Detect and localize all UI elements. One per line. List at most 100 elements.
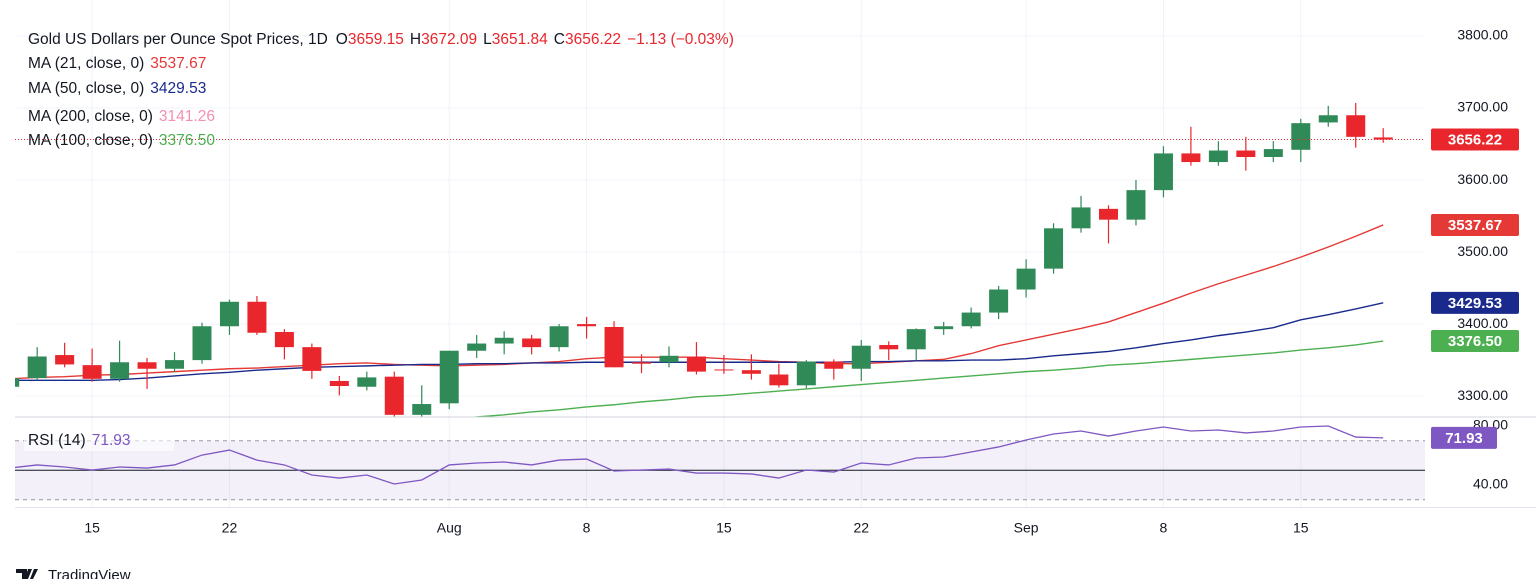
candle-body — [302, 347, 322, 371]
candle-body — [110, 362, 130, 379]
candle-body — [577, 324, 597, 327]
candle-body — [1153, 153, 1173, 191]
candle-body — [796, 361, 816, 386]
legend-item: MA (100, close, 0) 3376.50 — [28, 132, 215, 149]
rsi-line — [15, 425, 1384, 485]
legend-value: 3141.26 — [159, 108, 215, 125]
rsi-value: 71.93 — [92, 432, 131, 449]
y-tick-label: 3700.00 — [1457, 99, 1508, 115]
title: Gold US Dollars per Ounce Spot Prices, 1… — [28, 31, 328, 48]
candle-body — [1044, 228, 1064, 269]
rsi-value-box — [1431, 426, 1497, 449]
candle-body — [1126, 190, 1146, 220]
ma-price-label-box — [1431, 330, 1519, 353]
x-tick-label: 15 — [1293, 520, 1309, 536]
ohlc-letter: L — [483, 31, 492, 48]
y-tick-label: 3400.00 — [1457, 315, 1508, 331]
candle-body — [824, 361, 844, 369]
legend-value: 3537.67 — [150, 55, 206, 72]
legend-name: MA (50, close, 0) — [28, 80, 144, 97]
rsi-legend-bg — [24, 431, 174, 451]
legend-item: MA (50, close, 0) 3429.53 — [28, 80, 206, 97]
candle-body — [1099, 208, 1118, 220]
candle-body — [82, 365, 102, 379]
legend-value: 3429.53 — [150, 80, 206, 97]
candle-body — [934, 326, 954, 330]
change: −1.13 (−0.03%) — [627, 31, 734, 48]
y-tick-label: 3500.00 — [1457, 243, 1508, 259]
legend-item: MA (200, close, 0) 3141.26 — [28, 108, 215, 125]
axes: 3300.00 3400.00 3500.00 3600.00 3700.00 3800.… — [84, 27, 1519, 536]
candle-body — [247, 301, 267, 333]
candle-body — [1291, 123, 1311, 150]
candle-body — [439, 350, 459, 404]
candle-body — [741, 370, 761, 374]
ohlc-value: 3659.15 — [348, 31, 404, 48]
candle-body — [989, 289, 1009, 313]
candle-body — [1181, 153, 1201, 163]
candle-body — [1236, 150, 1256, 158]
candle-body — [219, 301, 239, 327]
x-tick-label: Aug — [437, 520, 462, 536]
rsi-pane — [15, 425, 1425, 501]
grid — [15, 0, 1425, 507]
ohlc-value: 3651.84 — [492, 31, 548, 48]
legend-name: MA (100, close, 0) — [28, 132, 153, 149]
candle-body — [1318, 115, 1338, 123]
candle-body — [192, 326, 212, 361]
candle-body — [604, 326, 624, 368]
y-tick-label: 3800.00 — [1457, 27, 1508, 43]
candle-body — [1373, 137, 1393, 140]
candle-body — [769, 374, 789, 386]
ma-price-label: 3376.50 — [1448, 333, 1502, 350]
ohlc-letter: O — [336, 31, 348, 48]
ma-price-label-box — [1431, 291, 1519, 314]
ma-line — [469, 340, 1384, 417]
candle-body — [1208, 150, 1228, 163]
candle-body — [851, 345, 871, 369]
candle-body — [15, 378, 20, 387]
price-pane — [15, 102, 1425, 417]
candle-body — [632, 362, 652, 364]
candle-body — [137, 362, 157, 369]
candle-body — [329, 380, 349, 387]
candle-body — [961, 312, 981, 327]
candle-body — [906, 329, 926, 350]
candle-body — [274, 332, 294, 348]
candle-body — [412, 404, 432, 415]
rsi-value-label: 71.93 — [1445, 430, 1483, 447]
candle-body — [467, 343, 487, 351]
ma-price-label-box — [1431, 213, 1519, 236]
ma-price-label: 3429.53 — [1448, 295, 1502, 312]
candle-body — [1071, 207, 1091, 229]
brand-name: TradingView — [48, 567, 131, 579]
ma-price-label: 3537.67 — [1448, 217, 1502, 234]
candle-body — [55, 355, 75, 365]
branding: TradingView — [16, 567, 131, 579]
rsi-title: RSI (14) — [28, 432, 86, 449]
ohlc-letter: C — [554, 31, 565, 48]
legend-name: MA (200, close, 0) — [28, 108, 153, 125]
rsi-tick-label: 40.00 — [1473, 476, 1508, 492]
x-tick-label: 15 — [716, 520, 732, 536]
ohlc-letter: H — [410, 31, 421, 48]
candle-body — [357, 377, 377, 387]
x-tick-label: 8 — [1160, 520, 1168, 536]
last-price-label-box — [1431, 128, 1519, 151]
candle-body — [686, 356, 706, 372]
candle-body — [879, 344, 899, 350]
candle-body — [165, 360, 185, 369]
candle-body — [549, 326, 569, 348]
y-tick-label: 3600.00 — [1457, 171, 1508, 187]
last-price-label: 3656.22 — [1448, 132, 1502, 149]
y-tick-label: 3300.00 — [1457, 387, 1508, 403]
x-tick-label: 22 — [853, 520, 869, 536]
candle-body — [522, 338, 542, 348]
rsi-legend: RSI (14) 71.93 — [28, 432, 131, 449]
ohlc-value: 3656.22 — [565, 31, 621, 48]
x-tick-label: Sep — [1014, 520, 1039, 536]
candle-body — [494, 337, 514, 344]
legend-item: MA (21, close, 0) 3537.67 — [28, 55, 206, 72]
x-tick-label: 15 — [84, 520, 100, 536]
